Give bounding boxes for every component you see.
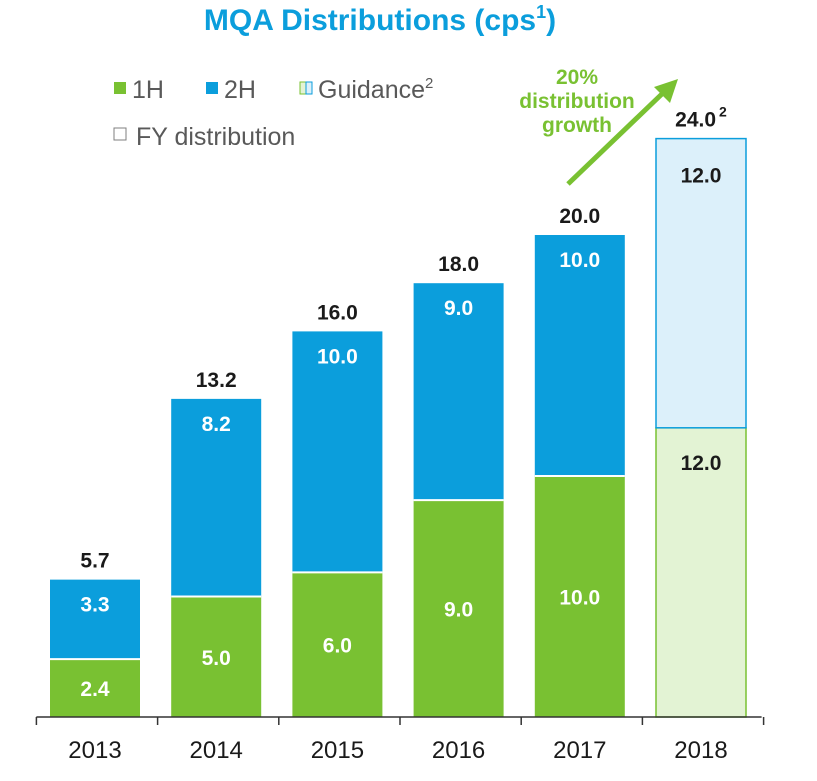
chart-title-superscript: 1 [536,2,546,22]
growth-annotation-line-2: distribution [519,90,634,113]
growth-arrow-shaft [566,90,666,186]
legend-swatch-fy-distribution [113,127,127,141]
x-tick-label-2018: 2018 [674,737,727,764]
bar-label-guidance-2h-2018: 12.0 [681,165,722,188]
bar-1h-2017 [534,476,625,717]
bar-label-2h-2016: 9.0 [444,297,473,320]
chart-title-close: ) [546,4,556,37]
growth-arrow-head [654,79,678,103]
total-label-2014: 13.2 [196,369,237,392]
legend-label-2h: 2H [224,76,256,104]
bar-2h-2017 [534,235,625,476]
legend-item-2h: 2H [206,76,256,104]
bar-label-1h-2014: 5.0 [202,647,231,670]
bar-2h-2015 [292,331,383,573]
legend-label-guidance-sup: 2 [425,75,433,92]
chart-title-main: MQA Distributions (cps [204,4,536,37]
bar-label-2h-2013: 3.3 [80,594,109,617]
bar-label-2h-2014: 8.2 [202,413,231,436]
legend-label-fy-distribution: FY distribution [136,123,295,151]
x-tick-label-2015: 2015 [311,737,364,764]
legend-item-fy-distribution: FY distribution [113,123,295,151]
bar-label-2h-2017: 10.0 [559,249,600,272]
bar-label-2h-2015: 10.0 [317,345,358,368]
legend-label-guidance: Guidance2 [318,75,433,104]
legend-item-guidance: Guidance2 [299,75,433,104]
bar-1h-2014 [171,596,262,717]
bar-guidance-1h-2018 [655,427,747,718]
x-tick-label-2017: 2017 [553,737,606,764]
growth-annotation-line-1: 20% [556,66,598,89]
total-label-2013: 5.7 [80,550,109,573]
bar-1h-2016 [413,500,504,717]
growth-annotation: 20% distribution growth [519,66,678,186]
legend-label-1h: 1H [132,76,164,104]
bar-2h-2016 [413,283,504,501]
legend-swatch-1h [114,82,126,94]
bars-layer: 2.4 3.3 5.7 5.0 8.2 13.2 6.0 10.0 16.0 9.0 9.0 18.0… [50,104,747,718]
legend: 1H 2H Guidance2 FY distribution [113,75,433,151]
bar-label-1h-2016: 9.0 [444,599,473,622]
x-axis: 2013 2014 2015 2016 2017 2018 [35,716,765,764]
bar-label-1h-2017: 10.0 [559,587,600,610]
x-tick-label-2013: 2013 [68,737,121,764]
legend-swatch-2h [206,82,218,94]
bar-1h-2013 [50,659,140,717]
chart-title: MQA Distributions (cps1) [204,2,556,37]
bar-label-1h-2013: 2.4 [80,678,110,701]
total-label-2018: 24.0 2 [675,104,727,132]
growth-annotation-line-3: growth [542,114,612,137]
legend-item-1h: 1H [114,76,164,104]
total-label-2017: 20.0 [559,205,600,228]
bar-2h-2014 [171,398,262,597]
x-tick-label-2016: 2016 [432,737,485,764]
legend-swatch-guidance-blue [305,81,313,95]
bar-1h-2015 [292,572,383,717]
x-tick-label-2014: 2014 [190,737,243,764]
bar-label-1h-2015: 6.0 [323,635,352,658]
total-label-2016: 18.0 [438,253,479,276]
bar-label-guidance-1h-2018: 12.0 [681,452,722,475]
bar-2h-2013 [50,579,140,660]
legend-swatch-guidance-green [299,81,307,95]
legend-label-guidance-text: Guidance [318,76,425,104]
total-label-2015: 16.0 [317,301,358,324]
bar-guidance-2h-2018 [655,137,747,429]
